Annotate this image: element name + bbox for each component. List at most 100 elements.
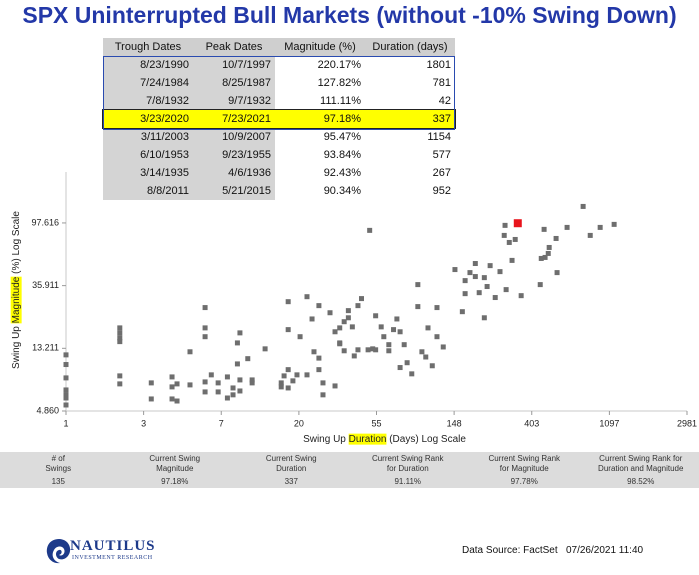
x-tick-label: 55 — [371, 418, 381, 428]
point — [224, 374, 230, 380]
y-tick-label: 4.860 — [36, 405, 59, 415]
point — [440, 344, 446, 350]
table-cell: 7/24/1984 — [103, 74, 193, 92]
point — [419, 349, 425, 355]
y-tick-label: 13.211 — [32, 343, 59, 353]
table-cell: 95.47% — [323, 131, 361, 143]
point — [564, 224, 570, 230]
point — [429, 363, 435, 369]
point — [397, 329, 403, 335]
timestamp: 07/26/2021 11:40 — [565, 545, 644, 556]
point — [117, 325, 123, 331]
point — [404, 360, 410, 366]
table-header-cell: Trough Dates — [103, 38, 193, 56]
point — [476, 290, 482, 296]
stats-header: Current Swing Rank for Magnitude — [488, 454, 561, 473]
x-tick-label: 7 — [219, 418, 224, 428]
point — [502, 222, 508, 228]
point — [355, 347, 361, 353]
table-row: 3/11/2003 10/9/2007 95.47% 1154 — [103, 128, 455, 146]
stats-value: 98.52% — [627, 477, 655, 486]
point — [202, 305, 208, 311]
point — [434, 334, 440, 340]
point — [553, 235, 559, 241]
point — [63, 387, 69, 393]
point — [148, 396, 154, 402]
table-row: 3/14/1935 4/6/1936 92.43% 267 — [103, 164, 455, 182]
top-table: Trough Dates Peak Dates Magnitude (%) Durat… — [102, 38, 456, 200]
table-cell: 3/23/2020 — [140, 113, 189, 125]
point — [117, 373, 123, 379]
point — [202, 334, 208, 340]
point — [415, 282, 421, 288]
point — [117, 335, 123, 341]
point — [320, 380, 326, 386]
point — [174, 381, 180, 387]
table-row: 8/8/2011 5/21/2015 90.34% 952 — [103, 182, 455, 200]
point — [472, 274, 478, 280]
table-header: Trough Dates Peak Dates Magnitude (%) Durat… — [103, 38, 455, 56]
point — [249, 380, 255, 386]
point — [370, 346, 376, 352]
point — [215, 380, 221, 386]
stats-column: Current Swing Magnitude 97.18% — [117, 452, 234, 488]
point — [481, 315, 487, 321]
point — [472, 261, 478, 267]
point — [148, 380, 154, 386]
point — [537, 282, 543, 288]
point — [332, 383, 338, 389]
point — [262, 346, 268, 352]
point — [234, 361, 240, 367]
logo-text: NAUTILUS — [70, 538, 156, 554]
point — [281, 373, 287, 379]
point — [278, 384, 284, 390]
table-row: 6/10/1953 9/23/1955 93.84% 577 — [103, 146, 455, 164]
point — [169, 374, 175, 380]
point — [345, 315, 351, 321]
point — [349, 324, 355, 330]
table-cell: 781 — [432, 77, 451, 89]
point — [542, 254, 548, 260]
point — [169, 384, 175, 390]
point — [311, 349, 317, 355]
point — [63, 392, 69, 398]
table-cell: 8/23/1990 — [103, 56, 193, 74]
point — [487, 263, 493, 269]
table-cell: 952 — [432, 185, 451, 197]
stats-value: 135 — [51, 477, 65, 486]
table-cell: 267 — [432, 167, 451, 179]
point — [297, 334, 303, 340]
ylabel-part: (%) Log Scale — [11, 211, 22, 277]
point — [503, 287, 509, 293]
table-cell: 127.82% — [317, 77, 361, 89]
point — [481, 275, 487, 281]
table-header-cell: Peak Dates — [193, 38, 275, 56]
stats-column: Current Swing Rank for Duration and Magn… — [583, 452, 699, 488]
x-tick-label: 403 — [524, 418, 539, 428]
point — [401, 342, 407, 348]
point — [467, 270, 473, 276]
point — [174, 398, 180, 404]
ylabel-part: Swing Up — [11, 323, 22, 369]
point — [304, 372, 310, 378]
stats-column: Current Swing Rank for Duration 91.11% — [350, 452, 467, 488]
data-source: Data Source: FactSet 07/26/2021 11:40 — [462, 545, 643, 556]
point — [285, 385, 291, 391]
point — [237, 330, 243, 336]
point — [237, 377, 243, 383]
point — [397, 365, 403, 371]
xlabel-group: Swing Up Duration (Days) Log Scale — [303, 433, 466, 445]
table-row: 3/23/2020 7/23/2021 97.18% 337 — [102, 109, 456, 129]
point — [409, 371, 415, 377]
logo-shell — [46, 539, 71, 564]
table-row: 8/23/1990 10/7/1997 220.17% 1801 — [103, 56, 455, 74]
stats-value: 97.78% — [510, 477, 538, 486]
point — [63, 395, 69, 401]
xlabel-part: Swing Up — [303, 434, 349, 445]
table-header-cell: Duration (days) — [365, 38, 455, 56]
point — [202, 389, 208, 395]
point — [285, 367, 291, 373]
ylabel: Swing Up Magnitude (%) Log Scale — [11, 211, 22, 369]
point — [234, 340, 240, 346]
